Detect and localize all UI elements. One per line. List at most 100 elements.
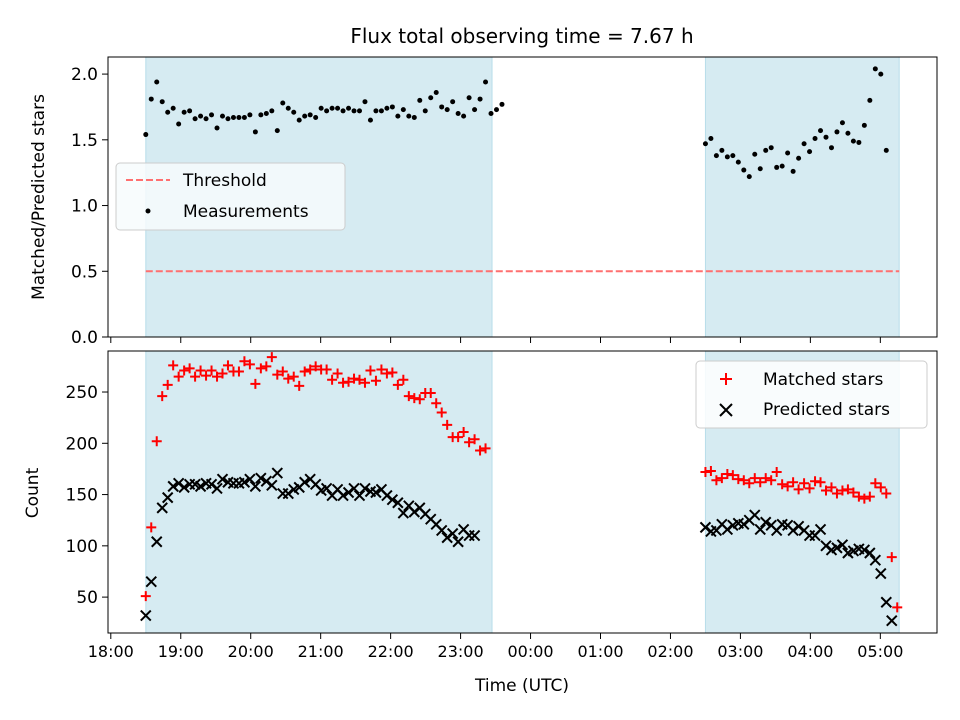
matched-stars-point	[370, 375, 381, 386]
measurement-point	[307, 112, 313, 118]
measurement-point	[702, 141, 708, 147]
matched-stars-point	[184, 363, 195, 374]
matched-stars-point	[875, 482, 886, 493]
matched-stars-point	[403, 391, 414, 402]
predicted-stars-point	[244, 473, 256, 485]
matched-stars-point	[321, 364, 332, 375]
predicted-stars-point	[749, 509, 761, 521]
y-tick-label: 0.0	[71, 328, 98, 348]
measurement-point	[466, 95, 472, 101]
measurement-point	[340, 108, 346, 114]
predicted-stars-points	[140, 467, 898, 627]
matched-stars-point	[327, 374, 338, 385]
matched-stars-point	[244, 359, 255, 370]
measurement-point	[768, 145, 774, 151]
measurement-point	[296, 117, 302, 123]
measurements-points	[143, 66, 889, 180]
matched-stars-point	[294, 380, 305, 391]
top-shaded-intervals	[145, 56, 900, 338]
measurement-point	[845, 130, 851, 136]
matched-stars-point	[453, 432, 464, 443]
measurement-point	[318, 105, 324, 111]
predicted-stars-point	[814, 523, 827, 536]
predicted-stars-point	[271, 467, 284, 479]
matched-stars-point	[771, 467, 782, 478]
matched-stars-point	[826, 482, 837, 493]
measurement-point	[247, 112, 253, 118]
matched-stars-point	[837, 485, 848, 496]
x-tick-label: 04:00	[787, 642, 833, 661]
measurement-point	[198, 113, 204, 119]
measurement-point	[752, 151, 758, 157]
measurement-point	[883, 147, 889, 153]
matched-stars-point	[722, 469, 733, 480]
chart-title: Flux total observing time = 7.67 h	[350, 24, 693, 48]
matched-stars-point	[201, 370, 212, 381]
measurement-point	[483, 79, 489, 85]
matched-stars-point	[381, 368, 392, 379]
measurement-point	[373, 108, 379, 114]
measurements-legend-swatch	[145, 208, 151, 214]
predicted-stars-point	[858, 544, 871, 556]
bottom-plot-frame	[107, 350, 938, 634]
matched-stars-point	[760, 473, 771, 484]
measurement-point	[785, 150, 791, 156]
matched-stars-point	[431, 398, 442, 409]
measurement-point	[823, 134, 829, 140]
x-tick-label: 21:00	[298, 642, 344, 661]
predicted-stars-point	[452, 536, 464, 548]
measurement-point	[428, 95, 434, 101]
predicted-stars-point	[435, 524, 448, 537]
matched-stars-point	[777, 479, 788, 490]
measurement-point	[176, 121, 182, 127]
matched-stars-point	[716, 473, 727, 484]
matched-stars-point	[886, 552, 897, 563]
matched-stars-point	[815, 477, 826, 488]
bottom-x-axis: 18:00 19:00 20:00 21:00 22:00 23:00 00:00 01:00…	[88, 633, 903, 661]
measurement-point	[384, 105, 390, 111]
matched-stars-point	[272, 369, 283, 380]
measurement-point	[351, 108, 357, 114]
measurement-point	[433, 89, 439, 95]
matched-stars-point	[343, 376, 354, 387]
measurement-point	[214, 125, 220, 131]
matched-stars-point	[179, 365, 190, 376]
measurement-point	[828, 145, 834, 151]
matched-stars-point	[349, 373, 360, 384]
predicted-stars-point	[831, 542, 843, 554]
matched-stars-point	[738, 475, 749, 486]
predicted-stars-point	[156, 502, 168, 514]
x-tick-label: 22:00	[368, 642, 414, 661]
predicted-stars-point	[337, 489, 349, 502]
matched-stars-point	[458, 427, 469, 438]
predicted-stars-point	[397, 507, 410, 519]
matched-stars-point	[469, 434, 480, 445]
measurement-point	[236, 114, 242, 120]
matched-stars-point	[206, 365, 217, 376]
matched-stars-point	[436, 407, 447, 418]
measurement-point	[735, 159, 741, 165]
measurement-point	[472, 107, 478, 113]
measurement-point	[499, 101, 505, 107]
measurement-point	[872, 66, 878, 72]
measurement-point	[856, 139, 862, 145]
threshold-legend-label: Threshold	[182, 171, 267, 191]
predicted-stars-point	[298, 476, 311, 488]
predicted-stars-point	[446, 527, 459, 540]
predicted-stars-point	[869, 554, 882, 566]
measurement-point	[444, 107, 450, 113]
measurement-point	[450, 99, 456, 105]
measurement-point	[263, 111, 269, 117]
matched-stars-point	[810, 476, 821, 487]
y-tick-label: 2.0	[71, 65, 98, 85]
predicted-stars-point	[255, 472, 267, 484]
predicted-stars-point	[370, 486, 382, 499]
matched-stars-point	[222, 360, 233, 371]
matched-stars-point	[140, 591, 151, 602]
matched-stars-point	[299, 366, 310, 377]
measurement-point	[285, 105, 291, 111]
measurement-point	[834, 129, 840, 135]
measurement-point	[187, 108, 193, 114]
x-tick-label: 23:00	[438, 642, 484, 661]
measurement-point	[719, 147, 725, 153]
